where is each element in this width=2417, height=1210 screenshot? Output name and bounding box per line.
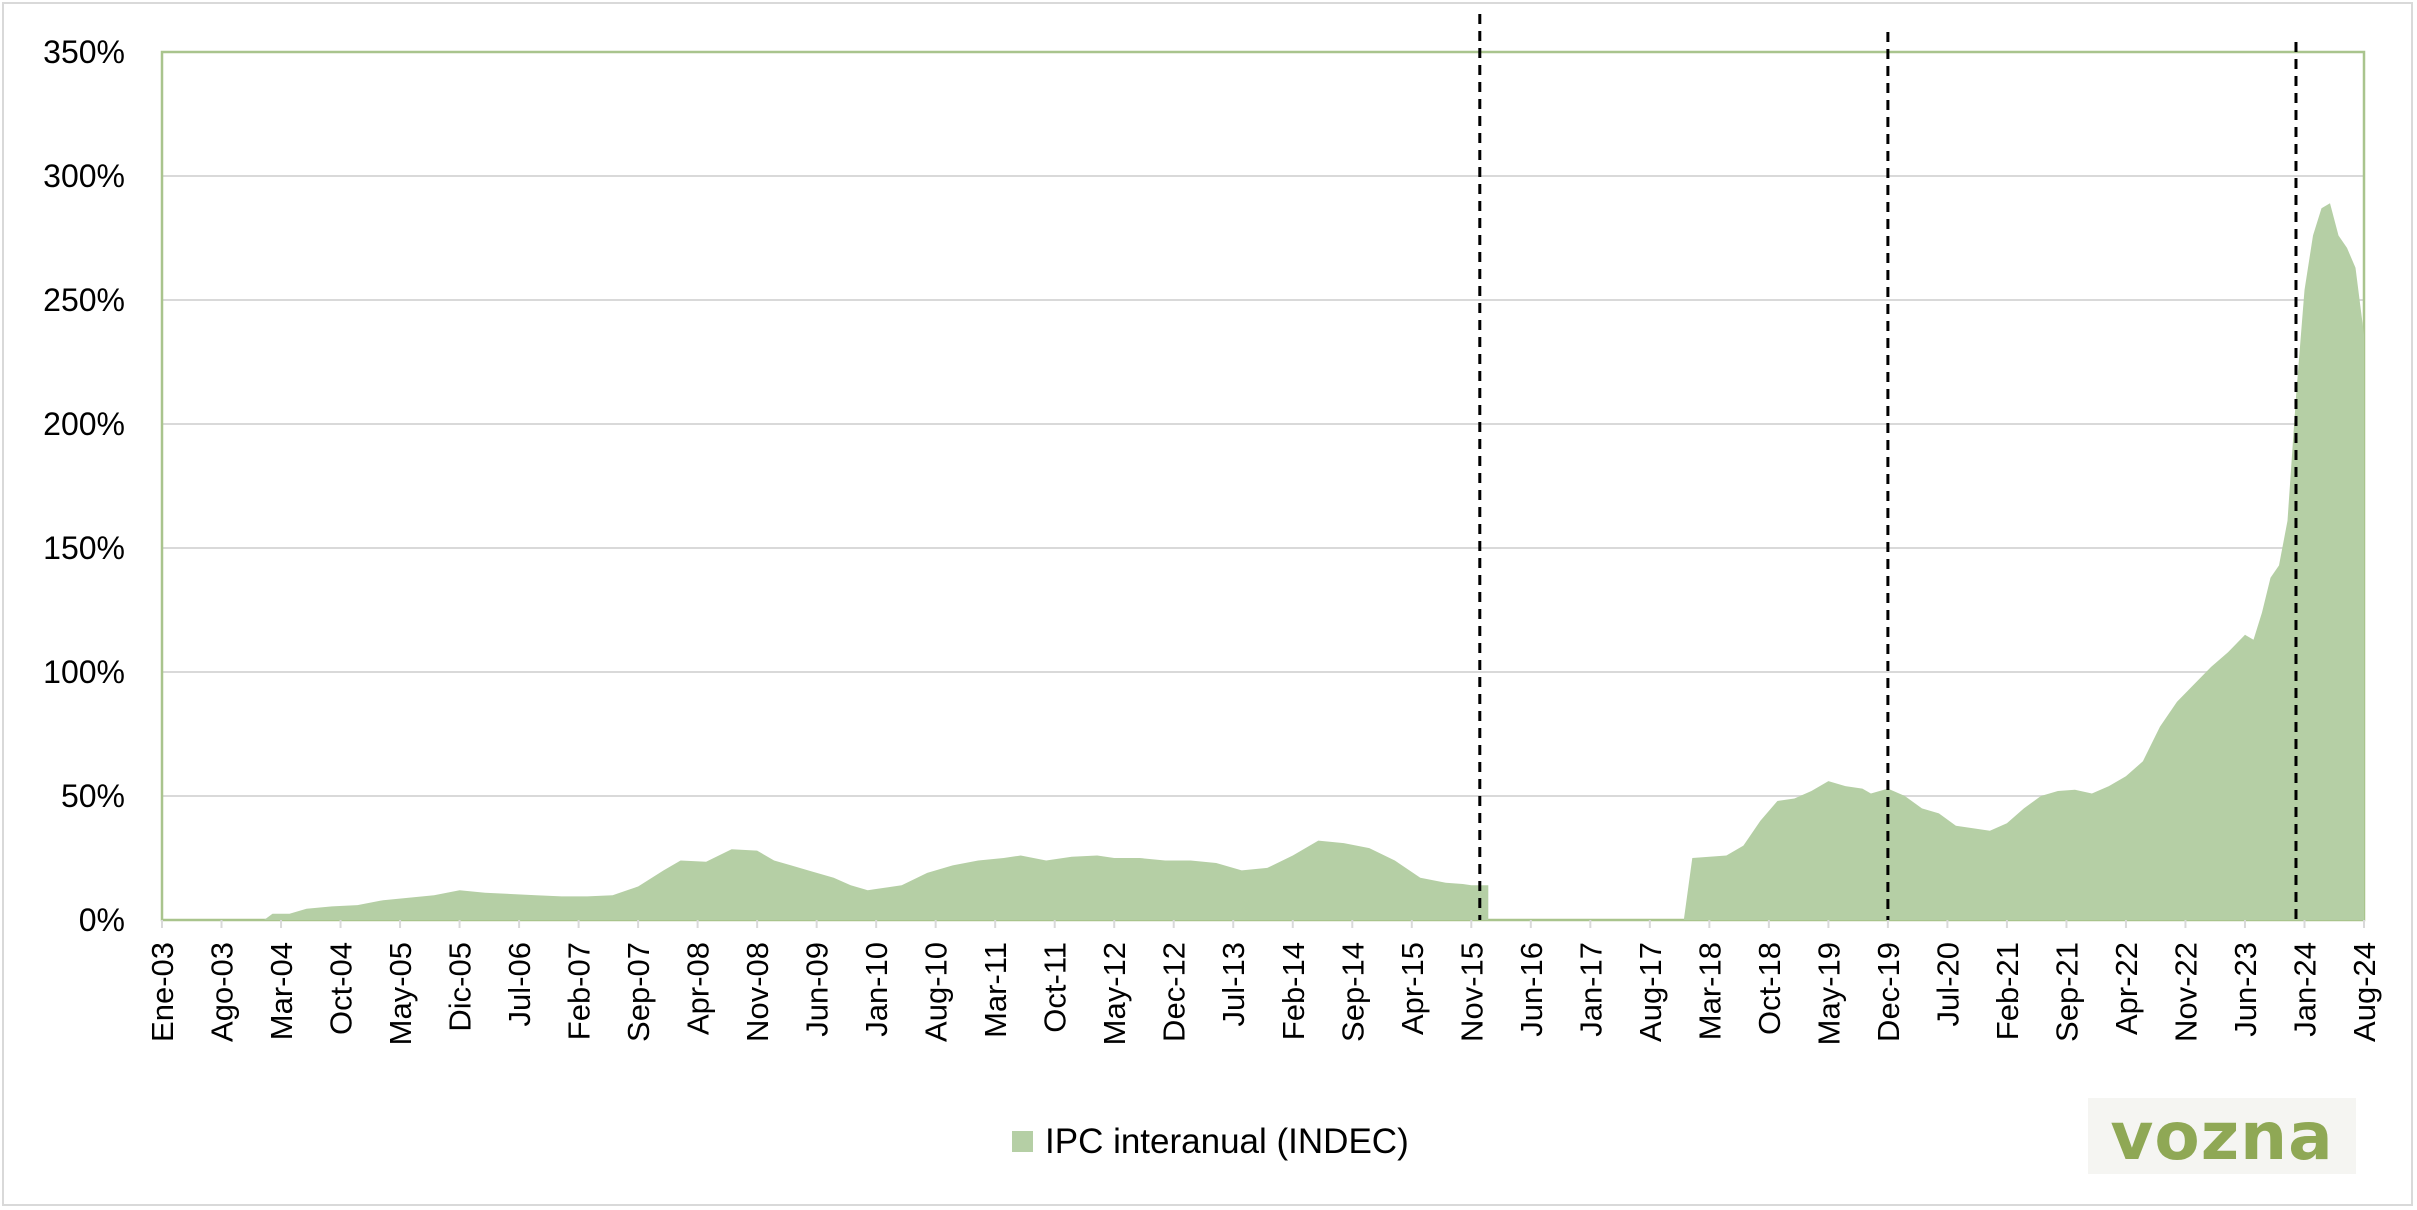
y-tick-label: 50% (61, 778, 125, 814)
x-tick-label: Dec-19 (1871, 942, 1906, 1042)
x-tick-label: Mar-11 (978, 942, 1013, 1038)
x-tick-label: Oct-18 (1752, 942, 1787, 1035)
series-area-layer (264, 203, 2364, 921)
plot-area (160, 50, 2366, 922)
x-tick-label: Dic-05 (443, 942, 478, 1032)
x-tick-label: Feb-21 (1990, 942, 2025, 1040)
gridlines (162, 175, 2364, 921)
y-tick-label: 250% (43, 282, 125, 318)
x-tick-label: Sep-07 (621, 942, 656, 1042)
y-axis-ticks: 0% 50% 100% 150% 200% 250% 300% 350% (43, 34, 125, 938)
x-tick-label: Jul-20 (1930, 942, 1965, 1026)
x-tick-label: Apr-22 (2109, 942, 2144, 1035)
y-tick-label: 300% (43, 158, 125, 194)
x-tick-label: Apr-08 (681, 942, 716, 1035)
x-tick-label: Dec-12 (1157, 942, 1192, 1042)
x-tick-label: Mar-04 (264, 942, 299, 1040)
x-tick-label: Sep-21 (2049, 942, 2084, 1042)
x-tick-label: Aug-10 (919, 942, 954, 1042)
legend-label: IPC interanual (INDEC) (1045, 1122, 1409, 1161)
x-axis-ticks: Ene-03 Ago-03 Mar-04 Oct-04 May-05 Dic-05 Jul-… (145, 920, 2382, 1045)
x-tick-label: Nov-15 (1454, 942, 1489, 1042)
x-tick-label: Oct-11 (1038, 942, 1073, 1033)
x-tick-label: May-19 (1811, 942, 1846, 1045)
x-tick-label: Mar-18 (1692, 942, 1727, 1040)
y-tick-label: 100% (43, 654, 125, 690)
x-tick-label: Jun-16 (1514, 942, 1549, 1037)
x-tick-label: Jan-10 (859, 942, 894, 1037)
y-tick-label: 150% (43, 530, 125, 566)
x-tick-label: Jun-23 (2228, 942, 2263, 1037)
x-tick-label: May-05 (383, 942, 418, 1045)
x-tick-label: Aug-24 (2347, 942, 2382, 1042)
x-tick-label: Aug-17 (1633, 942, 1668, 1042)
legend: IPC interanual (INDEC) (1012, 1122, 1409, 1161)
x-tick-label: Ene-03 (145, 942, 180, 1042)
y-tick-label: 350% (43, 34, 125, 70)
x-tick-label: Jan-17 (1573, 942, 1608, 1037)
x-tick-label: Nov-08 (740, 942, 775, 1042)
vozna-logo: vozna (2088, 1098, 2356, 1175)
x-tick-label: Sep-14 (1335, 942, 1370, 1042)
reference-lines (1478, 14, 2298, 920)
x-tick-label: Oct-04 (324, 942, 359, 1035)
x-tick-label: Jul-13 (1216, 942, 1251, 1026)
x-tick-label: May-12 (1097, 942, 1132, 1045)
series-area (264, 203, 2364, 921)
x-tick-label: Nov-22 (2169, 942, 2204, 1042)
x-tick-label: Apr-15 (1395, 942, 1430, 1035)
x-tick-label: Feb-07 (562, 942, 597, 1040)
x-tick-label: Jan-24 (2288, 942, 2323, 1037)
legend-swatch (1012, 1131, 1033, 1152)
x-tick-label: Jun-09 (800, 942, 835, 1037)
y-tick-label: 200% (43, 406, 125, 442)
x-tick-label: Ago-03 (205, 942, 240, 1042)
x-tick-label: Feb-14 (1276, 942, 1311, 1040)
x-tick-label: Jul-06 (502, 942, 537, 1026)
y-tick-label: 0% (79, 902, 125, 938)
